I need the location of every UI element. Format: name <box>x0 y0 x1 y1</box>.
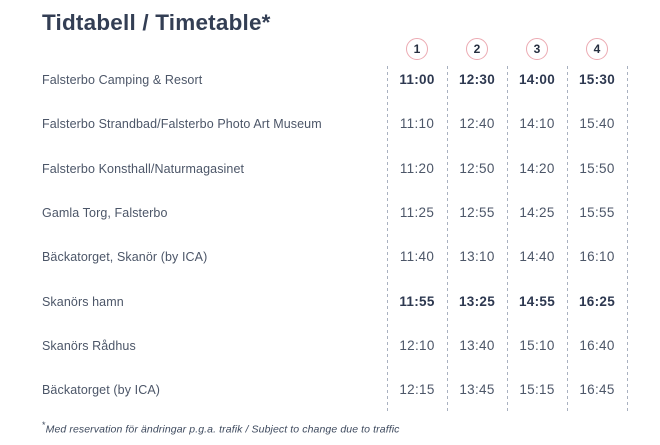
stop-name: Skanörs hamn <box>42 294 124 309</box>
time-cell: 11:20 <box>399 160 435 176</box>
time-cell: 15:50 <box>579 160 615 176</box>
time-cell: 14:00 <box>518 72 556 87</box>
stop-name: Bäckatorget (by ICA) <box>42 383 161 398</box>
stop-name: Bäckatorget, Skanör (by ICA) <box>42 250 208 265</box>
time-cell: 14:40 <box>519 249 555 265</box>
time-cell: 14:10 <box>519 116 555 132</box>
time-cell: 16:45 <box>579 382 615 398</box>
time-cell: 13:10 <box>459 249 495 265</box>
dashed-divider <box>627 66 628 412</box>
time-cell: 12:40 <box>459 116 495 132</box>
time-cell: 12:10 <box>399 337 435 353</box>
time-cell: 15:10 <box>519 337 555 353</box>
table-row: Falsterbo Strandbad/Falsterbo Photo Art … <box>0 114 660 134</box>
stop-name: Falsterbo Konsthall/Naturmagasinet <box>42 161 245 176</box>
time-cell: 14:55 <box>518 293 556 309</box>
stop-name: Gamla Torg, Falsterbo <box>42 205 168 220</box>
table-row: Skanörs Rådhus 12:10 13:40 15:10 16:40 <box>0 336 660 356</box>
footnote-text: Med reservation för ändringar p.g.a. tra… <box>45 423 400 436</box>
time-cell: 11:40 <box>399 249 435 265</box>
time-cell: 12:55 <box>459 204 495 220</box>
time-cell: 15:15 <box>519 382 555 398</box>
dashed-divider <box>387 66 388 412</box>
time-cell: 13:40 <box>459 337 495 353</box>
time-cell: 11:00 <box>399 72 435 87</box>
time-cell: 12:15 <box>399 382 435 398</box>
time-cell: 16:10 <box>579 249 615 265</box>
stop-name: Falsterbo Camping & Resort <box>42 73 203 87</box>
time-cell: 15:30 <box>578 72 616 87</box>
time-cell: 14:25 <box>519 204 555 220</box>
time-cell: 16:40 <box>579 337 615 353</box>
table-row: Bäckatorget (by ICA) 12:15 13:45 15:15 16:45 <box>0 380 660 400</box>
page-title: Tidtabell / Timetable* <box>42 10 271 35</box>
column-number-badge: 3 <box>526 38 548 60</box>
table-row: Falsterbo Camping & Resort 11:00 12:30 14:0… <box>0 70 660 90</box>
time-cell: 12:30 <box>458 72 496 87</box>
time-cell: 11:55 <box>399 293 435 309</box>
time-cell: 11:25 <box>399 204 435 220</box>
time-cell: 11:10 <box>399 116 435 132</box>
table-row: Skanörs hamn 11:55 13:25 14:55 16:25 <box>0 292 660 312</box>
stop-name: Skanörs Rådhus <box>42 338 136 353</box>
table-row: Bäckatorget, Skanör (by ICA) 11:40 13:10 14… <box>0 247 660 267</box>
column-number-badge: 1 <box>406 38 428 60</box>
stop-name: Falsterbo Strandbad/Falsterbo Photo Art … <box>42 117 322 132</box>
time-cell: 15:55 <box>579 204 615 220</box>
time-cell: 15:40 <box>579 116 615 132</box>
time-cell: 16:25 <box>578 293 616 309</box>
footnote-asterisk: * <box>42 420 46 430</box>
time-cell: 14:20 <box>519 160 555 176</box>
dashed-divider <box>447 66 448 412</box>
dashed-divider <box>567 66 568 412</box>
time-cell: 13:45 <box>459 382 495 398</box>
time-cell: 13:25 <box>458 293 496 309</box>
dashed-divider <box>507 66 508 412</box>
column-number-badge: 2 <box>466 38 488 60</box>
table-row: Falsterbo Konsthall/Naturmagasinet 11:20 1… <box>0 159 660 179</box>
footnote: *Med reservation för ändringar p.g.a. tr… <box>42 420 400 436</box>
table-row: Gamla Torg, Falsterbo 11:25 12:55 14:25 15:5… <box>0 203 660 223</box>
time-cell: 12:50 <box>459 160 495 176</box>
column-number-badge: 4 <box>586 38 608 60</box>
